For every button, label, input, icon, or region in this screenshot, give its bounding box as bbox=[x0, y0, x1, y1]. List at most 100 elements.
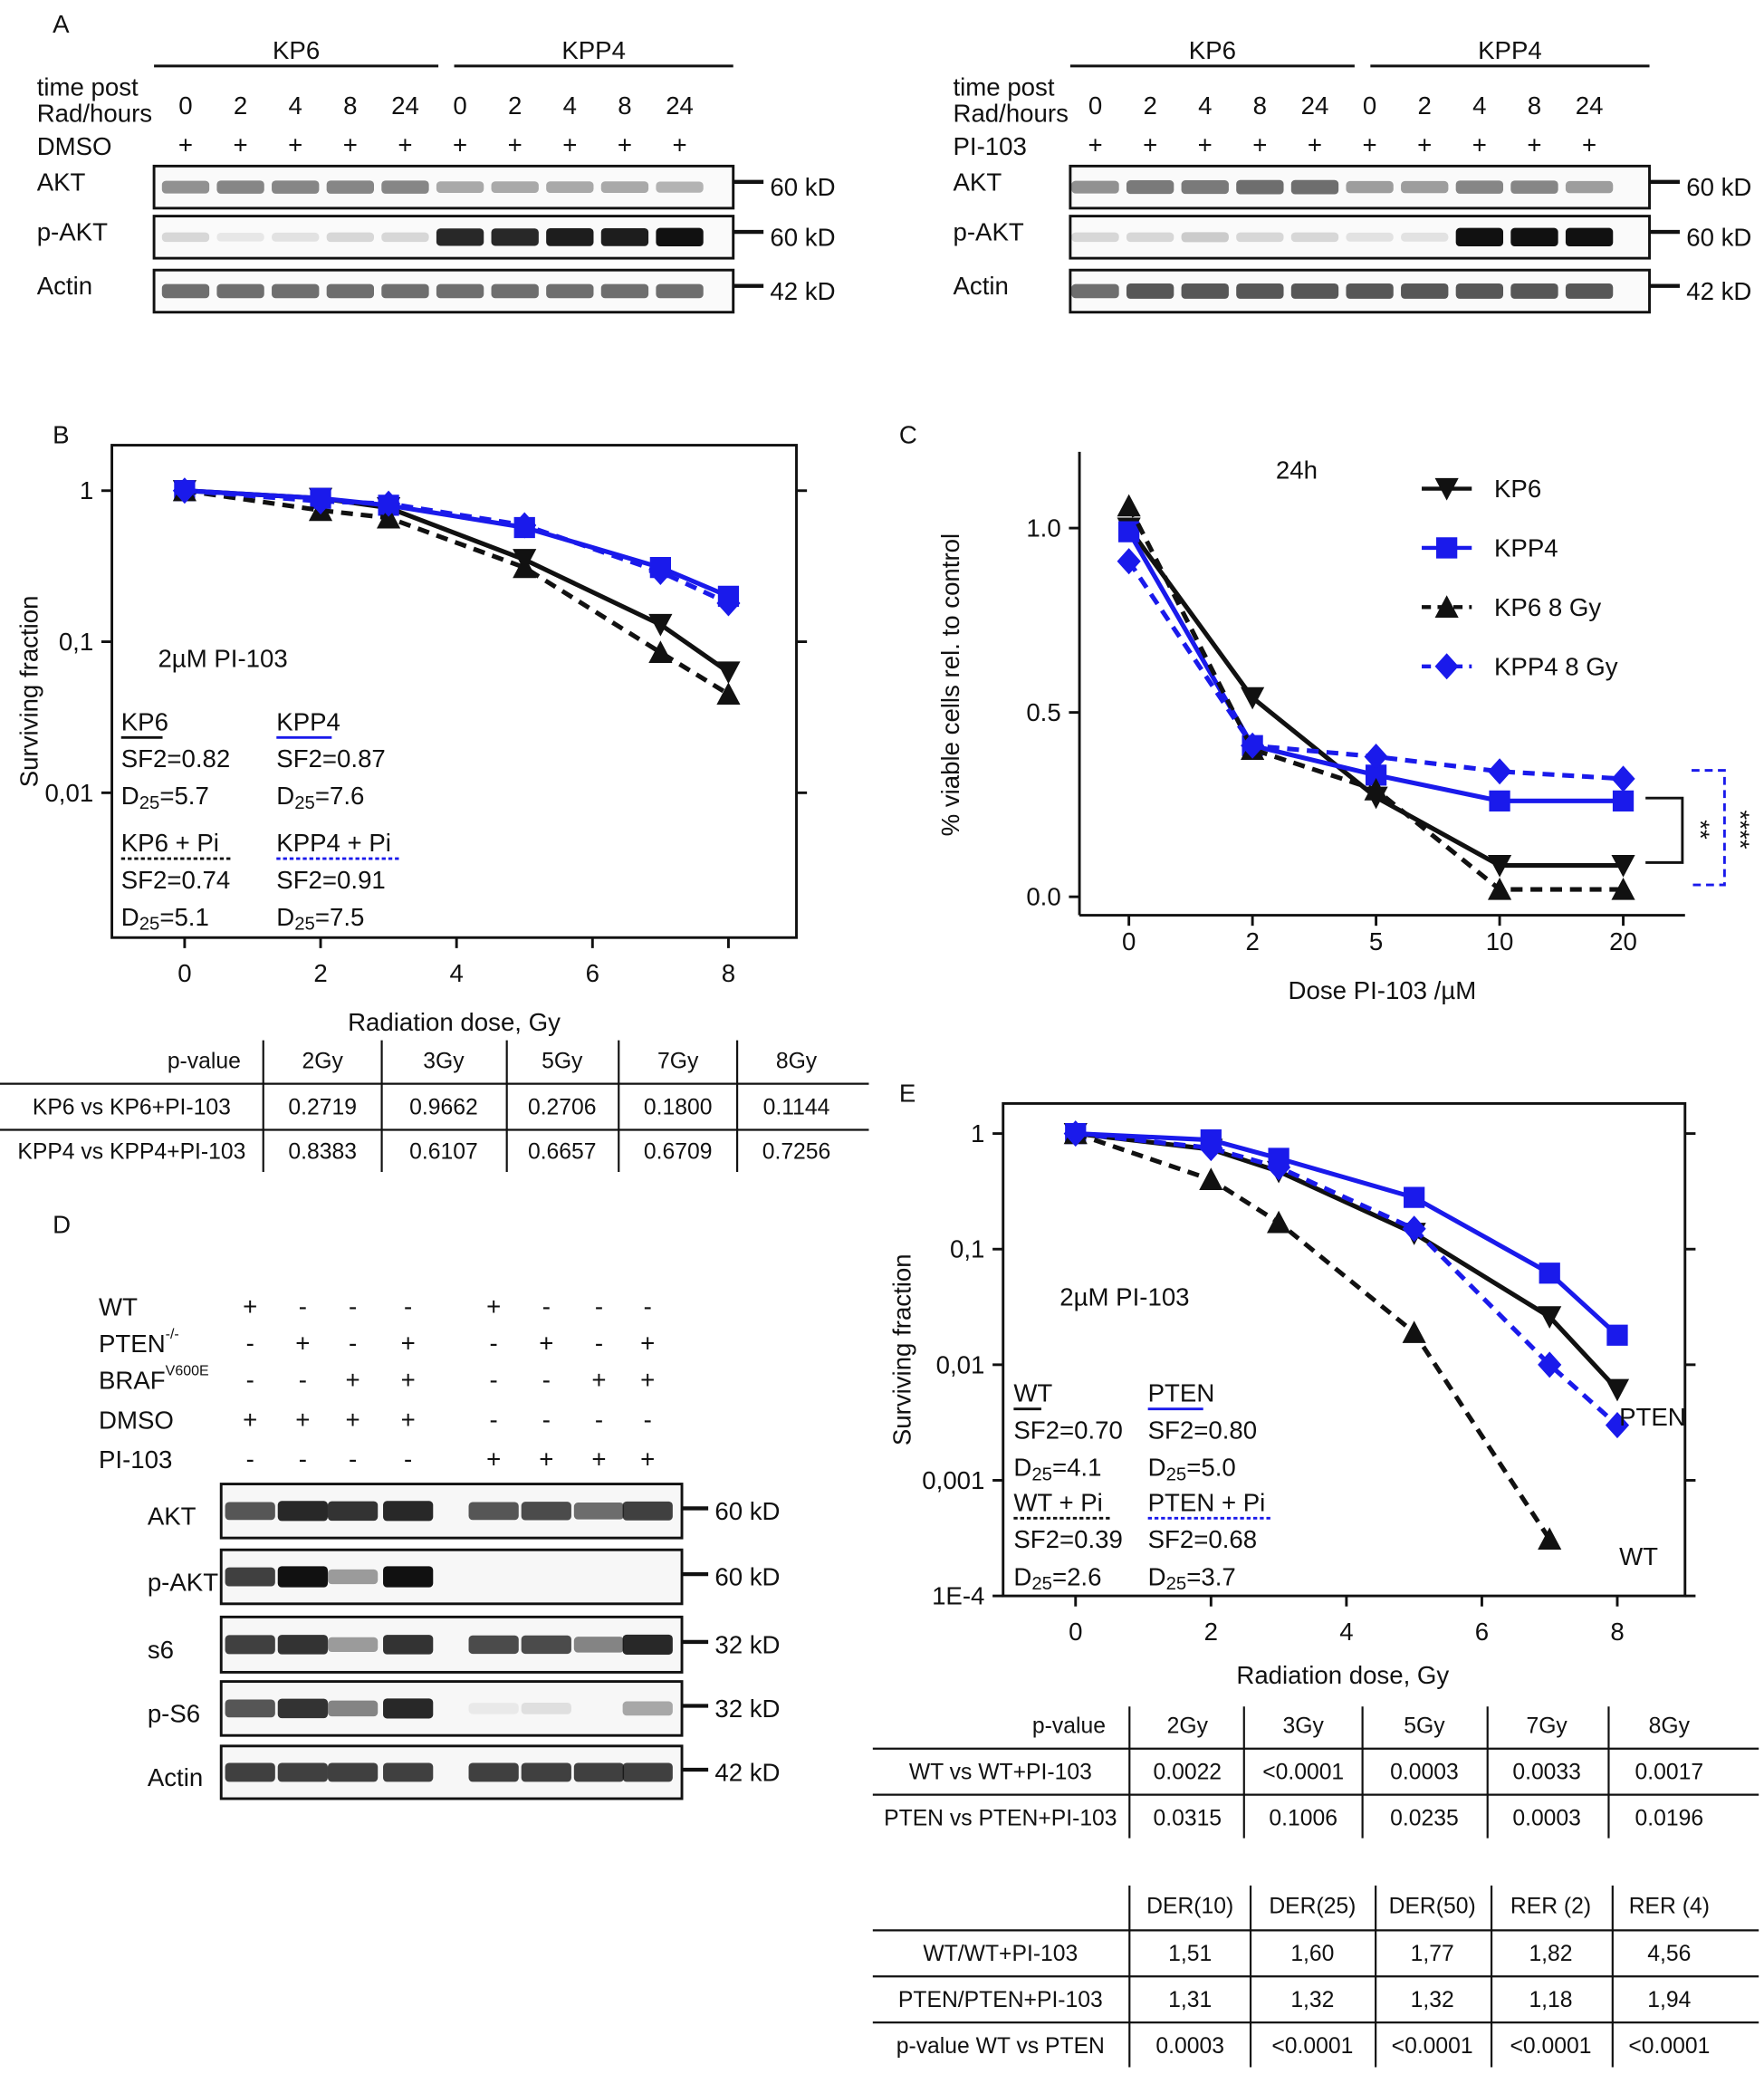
stats-sf2: SF2=0.39 bbox=[1013, 1525, 1123, 1553]
lane-sign: + bbox=[234, 131, 248, 159]
size-label: 32 kD bbox=[714, 1695, 780, 1723]
d25-part: D bbox=[121, 902, 139, 930]
blot-band bbox=[326, 283, 375, 299]
size-label: 60 kD bbox=[770, 173, 835, 201]
blot-band bbox=[383, 1635, 434, 1655]
panel-label: B bbox=[53, 420, 69, 448]
lane-sign: - bbox=[644, 1292, 652, 1320]
table-header: 5Gy bbox=[542, 1049, 583, 1073]
blot-band bbox=[1290, 232, 1339, 243]
blot-band bbox=[656, 181, 704, 193]
lane-sign: + bbox=[178, 131, 193, 159]
condition-name: DMSO bbox=[99, 1406, 174, 1434]
band-label: Actin bbox=[954, 272, 1009, 300]
y-tick-label: 0,001 bbox=[922, 1466, 984, 1494]
lane-sign: - bbox=[490, 1329, 498, 1357]
lane-label: 2 bbox=[1418, 91, 1432, 120]
table-header: 7Gy bbox=[1526, 1714, 1567, 1739]
y-tick-label: 0,1 bbox=[950, 1235, 984, 1263]
blot-band bbox=[491, 228, 539, 246]
marker bbox=[1487, 854, 1512, 878]
band-label: p-AKT bbox=[148, 1568, 218, 1596]
annotation: 2µM PI-103 bbox=[1059, 1283, 1189, 1311]
blot-band bbox=[327, 1700, 379, 1717]
size-label: 32 kD bbox=[714, 1630, 780, 1658]
d25-part: =5.1 bbox=[159, 902, 209, 930]
lane-sign: - bbox=[542, 1366, 551, 1394]
blot-band bbox=[272, 232, 320, 242]
significance-bracket bbox=[1692, 769, 1726, 887]
marker bbox=[513, 555, 537, 579]
blot-band bbox=[1126, 283, 1174, 299]
blot-band bbox=[225, 1762, 275, 1782]
condition-sup: -/- bbox=[166, 1326, 179, 1341]
table-header: 7Gy bbox=[657, 1049, 699, 1073]
table-header: 2Gy bbox=[302, 1049, 344, 1073]
lane-sign: + bbox=[508, 131, 522, 159]
stats-d25: D25=4.1 bbox=[1013, 1453, 1101, 1484]
blot-band bbox=[277, 1566, 328, 1588]
x-tick-label: 4 bbox=[449, 959, 463, 987]
lane-sign: + bbox=[562, 131, 577, 159]
y-tick-label: 0,01 bbox=[44, 779, 93, 807]
blot-band bbox=[491, 181, 539, 194]
lane-sign: + bbox=[591, 1366, 606, 1394]
stats-d25: D25=5.1 bbox=[121, 902, 209, 934]
blot-band bbox=[600, 227, 649, 246]
d25-sub: 25 bbox=[294, 793, 315, 813]
panel-label: A bbox=[53, 10, 70, 38]
blot-band bbox=[521, 1635, 571, 1655]
lane-label: 8 bbox=[618, 91, 631, 120]
lane-sign: + bbox=[486, 1445, 501, 1473]
table-header: 5Gy bbox=[1404, 1714, 1445, 1739]
row-label: time post bbox=[37, 73, 139, 101]
lane-sign: - bbox=[644, 1406, 652, 1434]
lane-sign: + bbox=[295, 1329, 310, 1357]
x-tick-label: 6 bbox=[1475, 1618, 1489, 1646]
marker bbox=[1612, 790, 1635, 811]
legend-label: KP6 bbox=[1494, 475, 1541, 503]
d25-part: =7.6 bbox=[315, 782, 365, 810]
lane-sign: + bbox=[1417, 131, 1432, 159]
band-label: p-AKT bbox=[954, 218, 1024, 246]
band-label: AKT bbox=[37, 168, 86, 196]
x-tick-label: 10 bbox=[1486, 927, 1514, 955]
table-cell: 0.9662 bbox=[409, 1095, 478, 1119]
lane-sign: - bbox=[246, 1366, 254, 1394]
lane-sign: + bbox=[1527, 131, 1541, 159]
stats-d25: D25=5.0 bbox=[1148, 1453, 1236, 1484]
blot-band bbox=[1455, 180, 1504, 194]
blot-band bbox=[1565, 180, 1614, 194]
d25-part: =3.7 bbox=[1186, 1562, 1236, 1590]
lane-sign: - bbox=[595, 1329, 603, 1357]
d25-part: =5.0 bbox=[1186, 1453, 1236, 1481]
blot-band bbox=[622, 1701, 673, 1716]
blot-band bbox=[1181, 283, 1229, 299]
blot-band bbox=[381, 180, 429, 194]
table-cell: <0.0001 bbox=[1392, 2034, 1473, 2059]
marker bbox=[1611, 877, 1635, 900]
table-cell: 0.0003 bbox=[1512, 1806, 1581, 1830]
lane-label: 8 bbox=[1253, 91, 1267, 120]
blot-band bbox=[1346, 180, 1394, 194]
row-label: Rad/hours bbox=[37, 100, 152, 128]
lane-sign: - bbox=[595, 1406, 603, 1434]
marker bbox=[1606, 1324, 1628, 1346]
table-cell: WT vs WT+PI-103 bbox=[909, 1760, 1092, 1784]
size-label: 60 kD bbox=[1686, 173, 1751, 201]
blot-band bbox=[521, 1762, 571, 1782]
blot-band bbox=[1290, 283, 1339, 299]
blot-band bbox=[573, 1762, 625, 1782]
marker bbox=[1539, 1263, 1560, 1284]
blot-band bbox=[1455, 283, 1504, 299]
legend-label: KPP4 bbox=[1494, 533, 1558, 562]
y-axis-label: Surviving fraction bbox=[887, 1253, 916, 1445]
table-cell: 0.0235 bbox=[1390, 1806, 1459, 1830]
blot-band bbox=[327, 1637, 379, 1653]
lane-sign: + bbox=[640, 1445, 655, 1473]
table-header: DER(25) bbox=[1269, 1895, 1356, 1919]
blot-band bbox=[383, 1762, 434, 1782]
lane-sign: + bbox=[343, 131, 358, 159]
blot-band bbox=[546, 181, 594, 194]
